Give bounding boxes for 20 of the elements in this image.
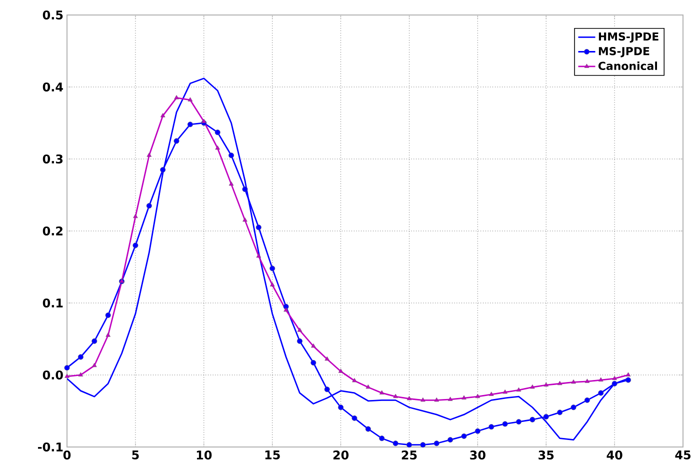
x-tick-label: 45 bbox=[675, 450, 690, 460]
x-tick-label: 5 bbox=[132, 450, 139, 460]
y-tick-label: 0.0 bbox=[42, 370, 63, 380]
legend-label: HMS-JPDE bbox=[598, 32, 658, 43]
x-tick-label: 40 bbox=[606, 450, 622, 460]
x-tick-label: 15 bbox=[265, 450, 280, 460]
x-tick-label: 25 bbox=[402, 450, 417, 460]
x-tick-label: 0 bbox=[63, 450, 71, 460]
x-tick-label: 10 bbox=[196, 450, 212, 460]
x-tick-label: 20 bbox=[333, 450, 349, 460]
y-tick-label: -0.1 bbox=[38, 442, 63, 452]
legend-label: MS-JPDE bbox=[598, 46, 650, 58]
y-tick-label: 0.4 bbox=[42, 82, 63, 92]
y-tick-label: 0.1 bbox=[42, 298, 63, 308]
x-tick-label: 35 bbox=[538, 450, 554, 460]
legend-label: Canonical bbox=[598, 62, 657, 70]
y-tick-label: 0.5 bbox=[42, 10, 63, 20]
x-tick-label: 30 bbox=[470, 450, 486, 460]
y-tick-label: 0.3 bbox=[42, 154, 63, 164]
y-tick-label: 0.2 bbox=[42, 226, 62, 236]
